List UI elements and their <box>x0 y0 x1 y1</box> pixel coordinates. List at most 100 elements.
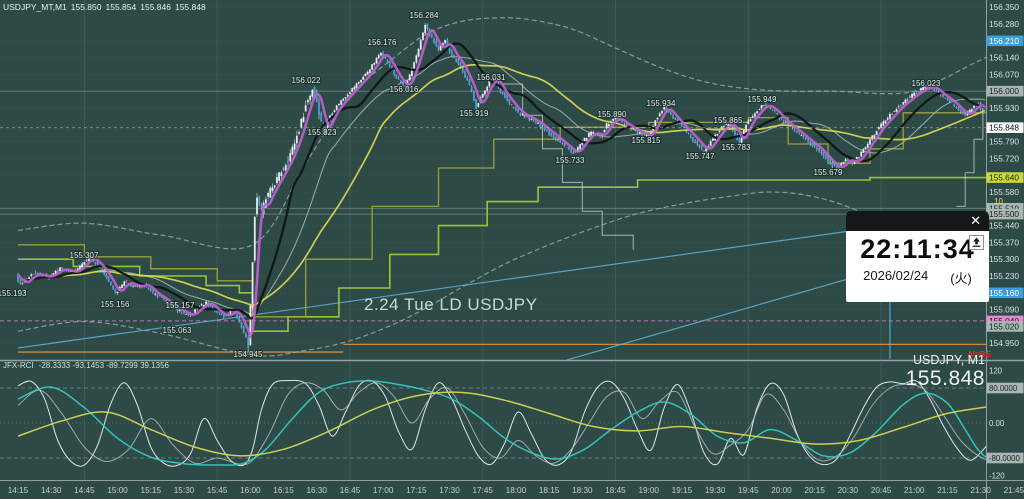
time-axis-label: 19:15 <box>672 486 693 495</box>
time-axis-label: 21:45 <box>1004 486 1024 495</box>
price-annotation: 156.016 <box>390 85 419 94</box>
price-axis-label: 155.370 <box>989 237 1019 247</box>
clock-date: 2026/02/24 (火) <box>846 268 989 287</box>
price-axis-tag-label: 155.848 <box>989 123 1019 133</box>
price-annotation: 155.157 <box>166 301 195 310</box>
price-axis-label: 156.140 <box>989 53 1019 63</box>
price-annotation: 155.063 <box>163 326 192 335</box>
rci-axis-tag <box>986 382 1024 394</box>
price-axis-label: 155.790 <box>989 137 1019 147</box>
time-axis-label: 15:30 <box>174 486 195 495</box>
arrow-up-icon <box>972 237 981 247</box>
time-axis-label: 16:00 <box>240 486 261 495</box>
price-annotation: 155.679 <box>814 168 843 177</box>
clock-widget[interactable]: ✕ 22:11:34 2026/02/24 (火) <box>846 211 989 302</box>
price-annotation: 155.733 <box>556 156 585 165</box>
time-axis-label: 19:30 <box>705 486 726 495</box>
price-annotation: 155.949 <box>748 95 777 104</box>
clock-time: 22:11:34 <box>860 234 975 264</box>
rci-axis-label: 120 <box>989 367 1003 376</box>
price-axis-label: 155.440 <box>989 221 1019 231</box>
price-annotation: 155.823 <box>308 128 337 137</box>
indicator-values: -28.3333 -93.1453 -89.7299 39.1356 <box>38 361 170 370</box>
price-annotation: 156.284 <box>410 11 439 20</box>
indicator-name: JFX-RCI <box>3 361 34 370</box>
time-axis-label: 20:30 <box>838 486 859 495</box>
time-axis-label: 20:15 <box>804 486 825 495</box>
price-annotation: 154.945 <box>234 350 263 359</box>
moving-average-lines <box>17 28 986 340</box>
indicator-count-marker: 10 <box>994 197 1003 206</box>
price-annotation: 155.865 <box>714 116 743 125</box>
price-annotation: 155.890 <box>598 110 627 119</box>
grid <box>0 0 1015 480</box>
rci-axis-tag-label: -80.0000 <box>989 454 1020 463</box>
pin-icon[interactable] <box>969 235 984 250</box>
time-axis-label: 18:15 <box>539 486 560 495</box>
time-axis-label: 17:30 <box>439 486 460 495</box>
time-axis-label: 15:15 <box>141 486 162 495</box>
price-axis-label: 154.950 <box>989 338 1019 348</box>
chart-title-ohlc: USDJPY_MT,M1 155.850 155.854 155.846 155.848 <box>3 2 210 12</box>
rci-axis-label: 0.00 <box>989 419 1005 428</box>
price-annotation: 155.934 <box>647 99 676 108</box>
time-axis-label: 17:00 <box>373 486 394 495</box>
open-value: 155.850 <box>70 2 102 12</box>
price-annotation: 155.919 <box>460 109 489 118</box>
session-watermark: 2.24 Tue LD USDJPY <box>364 295 538 314</box>
time-axis-label: 19:45 <box>738 486 759 495</box>
time-axis-label: 15:45 <box>207 486 228 495</box>
price-annotations: 155.193 155.307 155.156 155.157 155.063 154.9… <box>0 10 942 360</box>
rci-axis-label: -120 <box>989 472 1005 481</box>
symbol-period-label: USDJPY_MT,M1 <box>3 2 67 12</box>
price-axis-label: 156.280 <box>989 19 1019 29</box>
price-axis-tag <box>986 287 1024 299</box>
price-annotation: 155.193 <box>0 289 27 298</box>
high-value: 155.854 <box>105 2 137 12</box>
time-axis-label: 17:15 <box>406 486 427 495</box>
price-annotation: 155.747 <box>686 152 715 161</box>
time-axis-label: 14:15 <box>8 486 29 495</box>
time-axis-label: 20:00 <box>771 486 792 495</box>
price-axis-label: 155.930 <box>989 103 1019 113</box>
close-icon[interactable]: ✕ <box>970 213 981 228</box>
time-axis-label: 16:45 <box>340 486 361 495</box>
price-annotation: 155.815 <box>632 136 661 145</box>
price-annotation: 156.176 <box>368 38 397 47</box>
price-axis-tag-label: 155.160 <box>989 288 1019 298</box>
price-axis-tag-label: 155.040 <box>989 316 1019 326</box>
time-axis[interactable]: 14:15 14:30 14:45 15:00 15:15 15:30 15:45 16:00… <box>8 486 1024 495</box>
price-axis-tag <box>986 208 1024 220</box>
indicator-title: JFX-RCI -28.3333 -93.1453 -89.7299 39.135… <box>3 361 174 370</box>
price-axis-tag <box>986 321 1024 332</box>
price-axis-label: 155.090 <box>989 305 1019 315</box>
time-axis-label: 18:30 <box>572 486 593 495</box>
price-axis-tag <box>986 172 1024 183</box>
rci-panel <box>0 379 986 467</box>
low-value: 155.846 <box>140 2 171 12</box>
time-axis-label: 17:45 <box>472 486 493 495</box>
price-axis-label: 156.350 <box>989 2 1019 12</box>
price-annotation: 155.156 <box>101 300 130 309</box>
time-axis-label: 19:00 <box>638 486 659 495</box>
price-axis-label: 155.580 <box>989 187 1019 197</box>
price-annotation: 156.022 <box>292 76 321 85</box>
price-axis-tag-label: 156.210 <box>989 36 1019 46</box>
time-axis-label: 21:00 <box>904 486 925 495</box>
price-axis-tag <box>986 122 1024 133</box>
panel-watermark: USDJPY, M1 155.848 <box>906 354 985 391</box>
price-axis-label: 155.300 <box>989 254 1019 264</box>
price-axis-tag <box>986 85 1024 97</box>
time-axis-label: 18:00 <box>506 486 527 495</box>
price-axis-tag-label: 155.640 <box>989 173 1019 183</box>
price-axis-label: 156.070 <box>989 69 1019 79</box>
price-axis-label: 155.720 <box>989 153 1019 163</box>
clock-titlebar[interactable]: ✕ <box>846 211 989 231</box>
rci-axis-tag <box>986 452 1024 464</box>
time-axis-label: 14:30 <box>41 486 62 495</box>
time-axis-label: 20:45 <box>871 486 892 495</box>
rci-axis-tag-label: 80.0000 <box>989 384 1018 393</box>
price-axis-tag-label: 156.000 <box>989 86 1019 96</box>
